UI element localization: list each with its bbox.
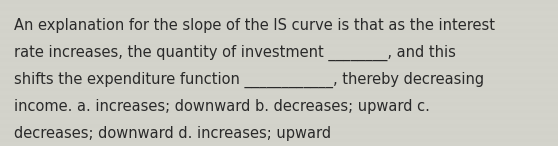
Bar (0, 44, 558, 47)
Bar (0, 139, 558, 142)
Bar (0, 36, 558, 40)
Bar (0, 113, 558, 117)
Bar (0, 102, 558, 106)
Bar (0, 7, 558, 11)
Text: An explanation for the slope of the IS curve is that as the interest: An explanation for the slope of the IS c… (14, 18, 495, 33)
Bar (0, 117, 558, 120)
Bar (0, 15, 558, 18)
Bar (0, 99, 558, 102)
Bar (0, 124, 558, 128)
Bar (0, 128, 558, 131)
Text: rate increases, the quantity of investment ________, and this: rate increases, the quantity of investme… (14, 45, 456, 61)
Bar (0, 73, 558, 77)
Bar (0, 80, 558, 84)
Bar (0, 29, 558, 33)
Bar (0, 88, 558, 91)
Bar (0, 55, 558, 58)
Bar (0, 131, 558, 135)
Bar (0, 77, 558, 80)
Bar (0, 0, 558, 4)
Text: decreases; downward d. increases; upward: decreases; downward d. increases; upward (14, 126, 331, 141)
Bar (0, 4, 558, 7)
Bar (0, 51, 558, 55)
Bar (0, 66, 558, 69)
Bar (0, 69, 558, 73)
Bar (0, 58, 558, 62)
Bar (0, 22, 558, 26)
Bar (0, 33, 558, 36)
Bar (0, 18, 558, 22)
Bar (0, 95, 558, 99)
Bar (0, 84, 558, 88)
Bar (0, 47, 558, 51)
Bar (0, 40, 558, 44)
Bar (0, 106, 558, 110)
Bar (0, 135, 558, 139)
Bar (0, 110, 558, 113)
Bar (0, 120, 558, 124)
Bar (0, 62, 558, 66)
Text: shifts the expenditure function ____________, thereby decreasing: shifts the expenditure function ________… (14, 72, 484, 88)
Bar (0, 142, 558, 146)
Bar (0, 26, 558, 29)
Bar (0, 91, 558, 95)
Bar (0, 11, 558, 15)
Text: income. a. increases; downward b. decreases; upward c.: income. a. increases; downward b. decrea… (14, 99, 430, 114)
